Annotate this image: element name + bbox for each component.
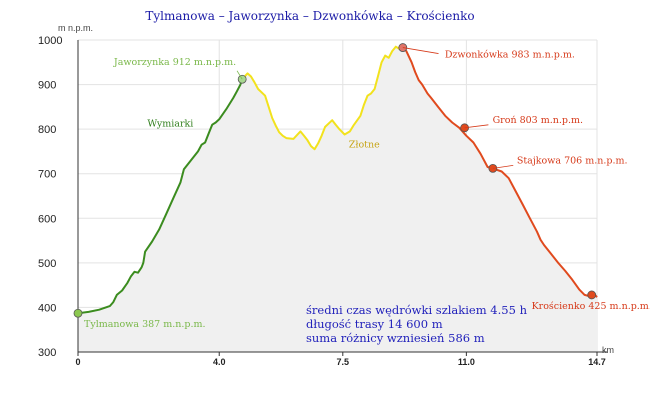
y-tick-label: 900 <box>38 80 56 92</box>
route-info-line: długość trasy 14 600 m <box>306 317 443 331</box>
x-tick-label: 0 <box>75 357 80 367</box>
marker-label: Stajkowa 706 m.n.p.m. <box>517 155 628 166</box>
marker-leader <box>464 124 489 129</box>
x-tick-label: 4.0 <box>213 357 226 367</box>
route-info-line: średni czas wędrówki szlakiem 4.55 h <box>306 303 528 317</box>
route-info: średni czas wędrówki szlakiem 4.55 hdług… <box>306 303 528 345</box>
series-line-1 <box>241 45 404 151</box>
marker-label: Jaworzynka 912 m.n.p.m. <box>113 57 236 68</box>
marker-label: Groń 803 m.n.p.m. <box>493 115 583 126</box>
y-tick-label: 600 <box>38 213 56 225</box>
y-tick-label: 1000 <box>38 35 62 47</box>
axes: 300 400 500 600 700 800 900 1000 0 4.0 7.5 11.0 14.7 <box>38 35 607 367</box>
profile-fill <box>78 46 597 352</box>
x-tick-label: 7.5 <box>337 357 350 367</box>
marker-label: Dzwonkówka 983 m.n.p.m. <box>445 50 575 61</box>
y-tick-label: 700 <box>38 169 56 181</box>
marker-labels: Tylmanowa 387 m.n.p.m. Jaworzynka 912 m.n… <box>84 47 650 330</box>
chart-title: Tylmanowa – Jaworzynka – Dzwonkówka – Kr… <box>145 9 474 23</box>
marker-leader <box>236 70 243 80</box>
y-tick-label: 500 <box>38 258 56 270</box>
profile-area <box>78 46 597 352</box>
route-info-line: suma różnicy wzniesień 586 m <box>306 331 485 345</box>
series-line-2 <box>402 46 598 298</box>
marker-leader <box>492 164 514 169</box>
series-line-0 <box>77 78 244 315</box>
y-tick-label: 400 <box>38 302 56 314</box>
marker-leader <box>402 47 439 54</box>
waypoint-label: Złotne <box>349 140 380 151</box>
waypoint-label: Wymiarki <box>147 119 193 130</box>
series-lines <box>77 45 598 315</box>
marker-label: Krościenko 425 m.n.p.m. <box>532 301 650 312</box>
marker-label: Tylmanowa 387 m.n.p.m. <box>84 319 206 330</box>
x-tick-label: 11.0 <box>458 357 475 367</box>
marker-point <box>587 290 597 300</box>
y-axis-label: m n.p.m. <box>58 23 93 33</box>
marker-point <box>73 308 83 318</box>
y-tick-label: 800 <box>38 124 56 136</box>
x-axis-label: km <box>602 345 614 355</box>
x-tick-label: 14.7 <box>588 357 606 367</box>
y-tick-label: 300 <box>38 347 56 359</box>
